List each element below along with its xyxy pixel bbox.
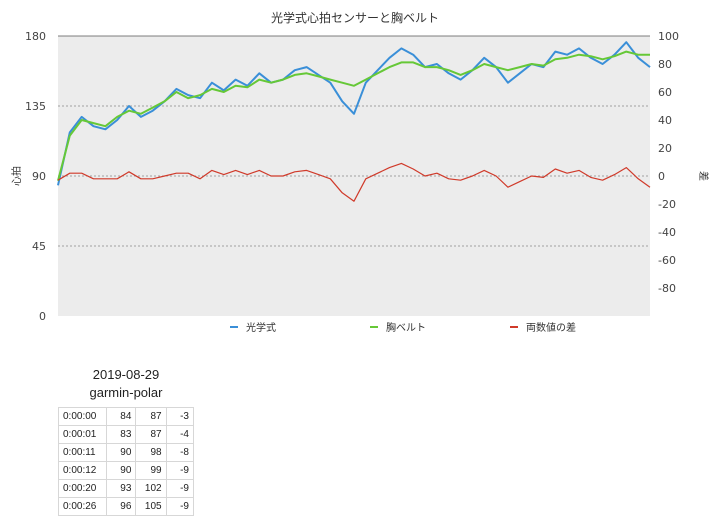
- table-cell: 0:00:26: [57, 497, 108, 516]
- right-tick-label: -80: [658, 282, 676, 295]
- series-line: [57, 50, 650, 181]
- right-axis-ticks: 100 80 60 40 20 0 -20 -40 -60 -80: [658, 30, 679, 295]
- table-cell: 98: [135, 443, 167, 462]
- table-cell: 102: [135, 479, 167, 498]
- left-axis-ticks: 0 45 90 135 180: [25, 30, 46, 323]
- table-date: 2019-08-29: [92, 367, 160, 382]
- table-row: 0:00:12 90 99 -9: [57, 461, 195, 480]
- data-table: 0:00:00 84 87 -3 0:00:01 83 87 -4 0:00:11 90 98 -8 0…: [57, 407, 195, 516]
- right-tick-label: 0: [658, 170, 665, 183]
- table-cell: 0:00:00: [57, 407, 108, 426]
- table-cell: 0:00:01: [57, 425, 108, 444]
- table-row: 0:00:11 90 98 -8: [57, 443, 195, 462]
- right-tick-label: 60: [658, 86, 672, 99]
- table-cell: 105: [135, 497, 167, 516]
- table-cell: 87: [135, 425, 167, 444]
- table-cell: -8: [165, 443, 195, 462]
- table-name: garmin-polar: [89, 385, 163, 400]
- table-cell: 93: [106, 479, 137, 498]
- legend: 光学式 胸ベルト 両数値の差: [230, 321, 576, 334]
- gridlines: [58, 35, 650, 247]
- right-axis-title: 差: [697, 171, 710, 181]
- left-tick-label: 180: [25, 30, 46, 43]
- data-table-block: 2019-08-29 garmin-polar 0:00:00 84 87 -3 0:0…: [57, 366, 195, 516]
- left-tick-label: 135: [25, 100, 46, 113]
- table-cell: 90: [106, 443, 137, 462]
- table-cell: 90: [106, 461, 137, 480]
- table-cell: 0:00:20: [57, 479, 108, 498]
- table-row: 0:00:20 93 102 -9: [57, 479, 195, 498]
- table-cell: 96: [106, 497, 137, 516]
- legend-label: 胸ベルト: [386, 321, 426, 334]
- table-cell: -9: [165, 497, 195, 516]
- left-tick-label: 90: [32, 170, 46, 183]
- right-tick-label: 100: [658, 30, 679, 43]
- right-tick-label: 20: [658, 142, 672, 155]
- series-line: [57, 162, 651, 202]
- table-row: 0:00:00 84 87 -3: [57, 407, 195, 426]
- table-cell: -4: [165, 425, 195, 444]
- right-tick-label: -20: [658, 198, 676, 211]
- table-cell: 84: [106, 407, 137, 426]
- series-line: [57, 41, 651, 186]
- table-row: 0:00:26 96 105 -9: [57, 497, 195, 516]
- table-row: 0:00:01 83 87 -4: [57, 425, 195, 444]
- left-tick-label: 0: [39, 310, 46, 323]
- chart-title: 光学式心拍センサーと胸ベルト: [271, 10, 439, 25]
- right-tick-label: -60: [658, 254, 676, 267]
- left-axis-title: 心拍: [10, 166, 23, 186]
- table-cell: 99: [135, 461, 167, 480]
- right-tick-label: 40: [658, 114, 672, 127]
- legend-label: 両数値の差: [526, 321, 576, 334]
- table-cell: 0:00:12: [57, 461, 108, 480]
- series-lines: [57, 41, 651, 202]
- table-cell: -3: [165, 407, 195, 426]
- right-tick-label: 80: [658, 58, 672, 71]
- table-cell: 0:00:11: [57, 443, 108, 462]
- chart: 光学式心拍センサーと胸ベルト 0 45 90 135 180 100 80 60 40 20 0 -…: [10, 10, 710, 334]
- table-cell: -9: [165, 479, 195, 498]
- table-cell: 83: [106, 425, 137, 444]
- legend-label: 光学式: [246, 321, 276, 334]
- table-cell: -9: [165, 461, 195, 480]
- table-cell: 87: [135, 407, 167, 426]
- left-tick-label: 45: [32, 240, 46, 253]
- right-tick-label: -40: [658, 226, 676, 239]
